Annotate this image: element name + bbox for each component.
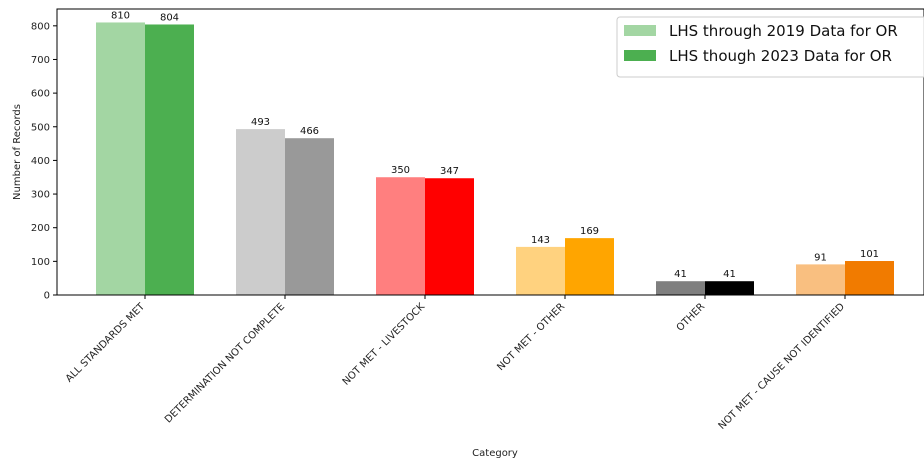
x-tick-label: DETERMINATION NOT COMPLETE — [163, 301, 287, 425]
x-tick-label: NOT MET - OTHER — [495, 301, 567, 373]
x-tick-label: NOT MET - LIVESTOCK — [341, 301, 428, 388]
bar-2023-3 — [425, 178, 474, 295]
bar-2023-4 — [565, 238, 614, 295]
y-tick-label: 800 — [31, 21, 50, 32]
data-label-2019-1: 810 — [111, 10, 130, 21]
data-label-2023-1: 804 — [160, 12, 179, 23]
y-tick-label: 400 — [31, 156, 50, 167]
bar-2019-3 — [376, 177, 425, 295]
bar-2019-1 — [96, 22, 145, 295]
legend: LHS through 2019 Data for OR LHS though … — [616, 16, 924, 78]
data-label-2019-3: 350 — [391, 165, 410, 176]
bar-2023-5 — [705, 281, 754, 295]
y-tick-label: 200 — [31, 223, 50, 234]
data-label-2019-4: 143 — [531, 235, 550, 246]
x-axis-label: Category — [472, 448, 518, 459]
data-label-2023-5: 41 — [723, 269, 736, 280]
data-label-2023-4: 169 — [580, 226, 599, 237]
bar-2019-6 — [796, 264, 845, 295]
legend-box — [616, 16, 924, 78]
axes-frame — [56, 8, 924, 296]
bars — [96, 22, 894, 295]
bar-2023-6 — [845, 261, 894, 295]
x-tick-label: OTHER — [675, 301, 707, 333]
y-tick-label: 100 — [31, 257, 50, 268]
bar-2023-1 — [145, 24, 194, 295]
bar-2019-5 — [656, 281, 705, 295]
x-tick-label: ALL STANDARDS MET — [64, 301, 148, 385]
legend-label-series-2: LHS though 2023 Data for OR — [669, 47, 892, 65]
bar-2019-2 — [236, 129, 285, 295]
y-tick-label: 500 — [31, 122, 50, 133]
y-tick-label: 300 — [31, 190, 50, 201]
data-labels: 810 804 493 466 350 347 143 169 41 41 91 101 — [111, 10, 879, 280]
y-tick-label: 600 — [31, 89, 50, 100]
y-tick-label: 700 — [31, 55, 50, 66]
data-label-2019-5: 41 — [674, 269, 687, 280]
x-tick-label: NOT MET - CAUSE NOT IDENTIFIED — [717, 301, 848, 432]
data-label-2023-3: 347 — [440, 166, 459, 177]
plot-area: 810 804 493 466 350 347 143 169 41 41 91 101 — [56, 8, 924, 296]
y-axis-label: Number of Records — [12, 104, 23, 200]
data-label-2019-2: 493 — [251, 117, 270, 128]
data-label-2023-6: 101 — [860, 249, 879, 260]
data-label-2023-2: 466 — [300, 126, 319, 137]
legend-swatch-series-1 — [624, 25, 656, 36]
y-tick-label: 0 — [44, 291, 50, 302]
x-axis: ALL STANDARDS MET DETERMINATION NOT COMPL… — [64, 295, 847, 432]
bar-2023-2 — [285, 138, 334, 295]
data-label-2019-6: 91 — [814, 252, 827, 263]
legend-swatch-series-2 — [624, 50, 656, 61]
bar-2019-4 — [516, 246, 565, 295]
legend-label-series-1: LHS through 2019 Data for OR — [669, 22, 898, 40]
y-axis: 0 100 200 300 400 500 600 700 800 — [31, 21, 57, 302]
